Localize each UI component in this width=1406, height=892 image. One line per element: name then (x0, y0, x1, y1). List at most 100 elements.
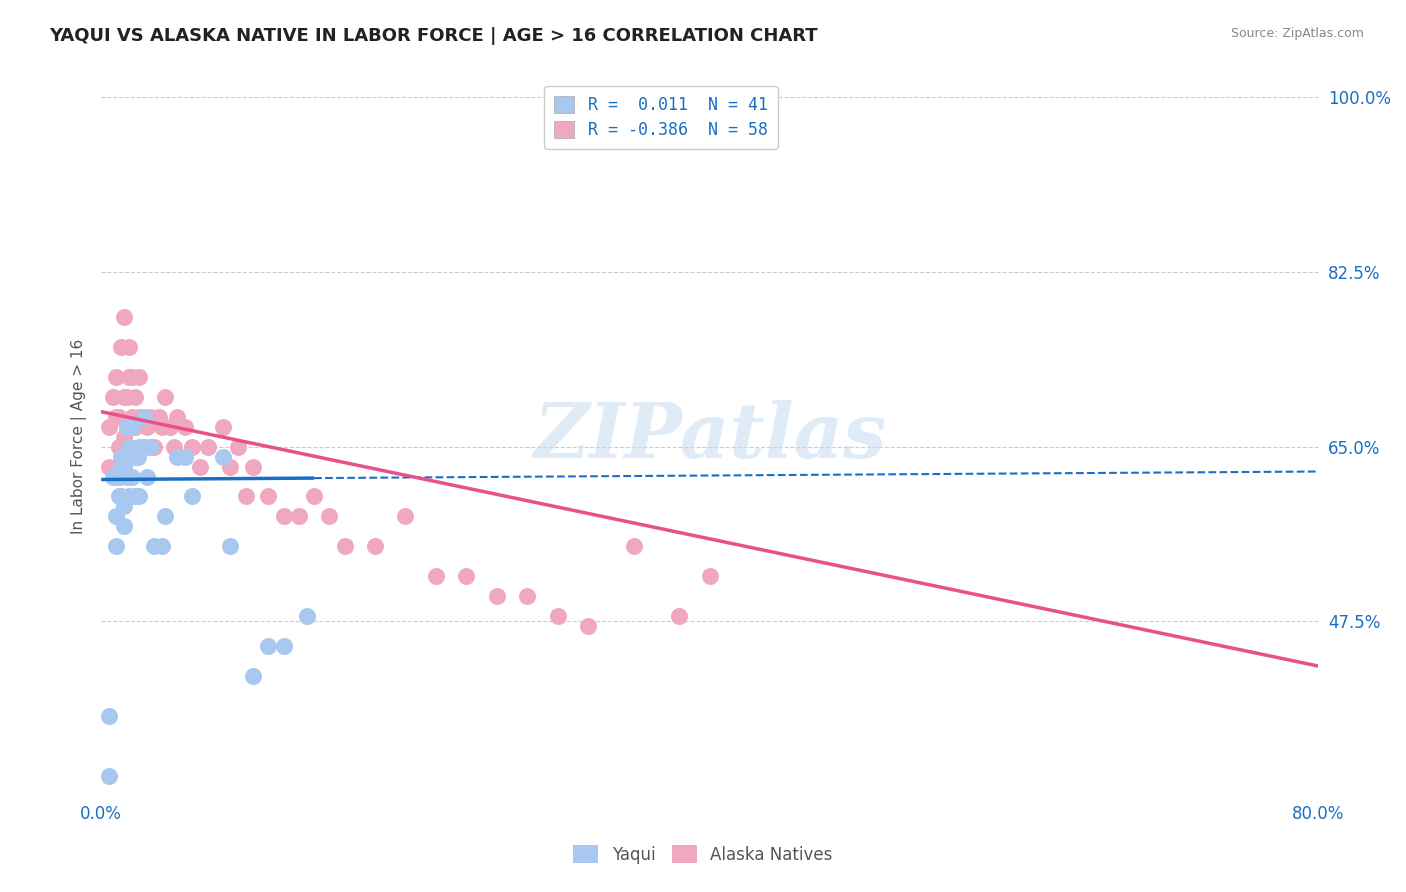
Point (456, 569, 478, 583)
Point (124, 390, 146, 404)
Point (110, 490, 132, 504)
Point (257, 490, 280, 504)
Point (173, 450, 195, 464)
Point (103, 469, 125, 483)
Point (117, 440, 139, 454)
Point (235, 490, 257, 504)
Point (127, 450, 149, 464)
Point (668, 609, 690, 624)
Point (121, 369, 143, 384)
Point (108, 409, 131, 424)
Point (623, 539, 645, 553)
Point (112, 459, 135, 474)
Point (242, 669, 264, 683)
Point (242, 459, 264, 474)
Point (121, 409, 143, 424)
Text: YAQUI VS ALASKA NATIVE IN LABOR FORCE | AGE > 16 CORRELATION CHART: YAQUI VS ALASKA NATIVE IN LABOR FORCE | … (49, 27, 818, 45)
Point (699, 569, 721, 583)
Point (163, 440, 186, 454)
Text: Source: ZipAtlas.com: Source: ZipAtlas.com (1230, 27, 1364, 40)
Point (115, 450, 138, 464)
Point (516, 589, 538, 603)
Point (112, 429, 135, 443)
Point (108, 490, 131, 504)
Point (425, 569, 447, 583)
Point (115, 419, 138, 434)
Point (135, 469, 157, 483)
Point (121, 419, 143, 434)
Point (124, 490, 146, 504)
Point (181, 440, 204, 454)
Point (110, 340, 132, 354)
Point (97, 419, 120, 434)
Point (132, 440, 155, 454)
Point (485, 589, 508, 603)
Point (97, 769, 120, 783)
Point (132, 409, 155, 424)
Point (226, 440, 249, 454)
Point (128, 369, 150, 384)
Point (117, 490, 139, 504)
Point (302, 490, 325, 504)
Point (97, 709, 120, 723)
Point (112, 390, 135, 404)
Point (197, 440, 219, 454)
Point (148, 409, 170, 424)
Point (124, 419, 146, 434)
Point (139, 440, 162, 454)
Point (128, 490, 150, 504)
Point (576, 619, 599, 633)
Point (219, 459, 242, 474)
Point (103, 390, 125, 404)
Point (150, 539, 173, 553)
Point (124, 450, 146, 464)
Point (394, 509, 416, 524)
Point (166, 450, 188, 464)
Point (257, 639, 280, 653)
Point (128, 409, 150, 424)
Legend: R =  0.011  N = 41, R = -0.386  N = 58: R = 0.011 N = 41, R = -0.386 N = 58 (544, 86, 778, 149)
Point (333, 539, 356, 553)
Point (364, 539, 387, 553)
Point (273, 639, 295, 653)
Point (273, 509, 295, 524)
Point (115, 419, 138, 434)
Text: ZIPatlas: ZIPatlas (533, 400, 886, 474)
Point (318, 509, 340, 524)
Point (211, 450, 233, 464)
Point (115, 390, 138, 404)
Point (150, 419, 173, 434)
Point (143, 440, 166, 454)
Point (115, 469, 138, 483)
Point (135, 419, 157, 434)
Point (110, 459, 132, 474)
Point (112, 519, 135, 533)
Point (181, 490, 204, 504)
Point (108, 469, 131, 483)
Point (105, 409, 128, 424)
Point (547, 609, 569, 624)
Point (110, 450, 132, 464)
Point (128, 440, 150, 454)
Point (112, 310, 135, 324)
Point (108, 440, 131, 454)
Point (143, 539, 166, 553)
Point (105, 469, 128, 483)
Legend: Yaqui, Alaska Natives: Yaqui, Alaska Natives (567, 838, 839, 871)
Point (153, 509, 176, 524)
Point (139, 409, 162, 424)
Point (105, 509, 128, 524)
Point (211, 419, 233, 434)
Point (159, 419, 181, 434)
Point (219, 539, 242, 553)
Point (121, 469, 143, 483)
Point (288, 509, 311, 524)
Point (105, 539, 128, 553)
Point (132, 409, 155, 424)
Point (153, 390, 176, 404)
Point (295, 609, 318, 624)
Point (97, 459, 120, 474)
Point (173, 419, 195, 434)
Point (166, 409, 188, 424)
Point (188, 459, 211, 474)
